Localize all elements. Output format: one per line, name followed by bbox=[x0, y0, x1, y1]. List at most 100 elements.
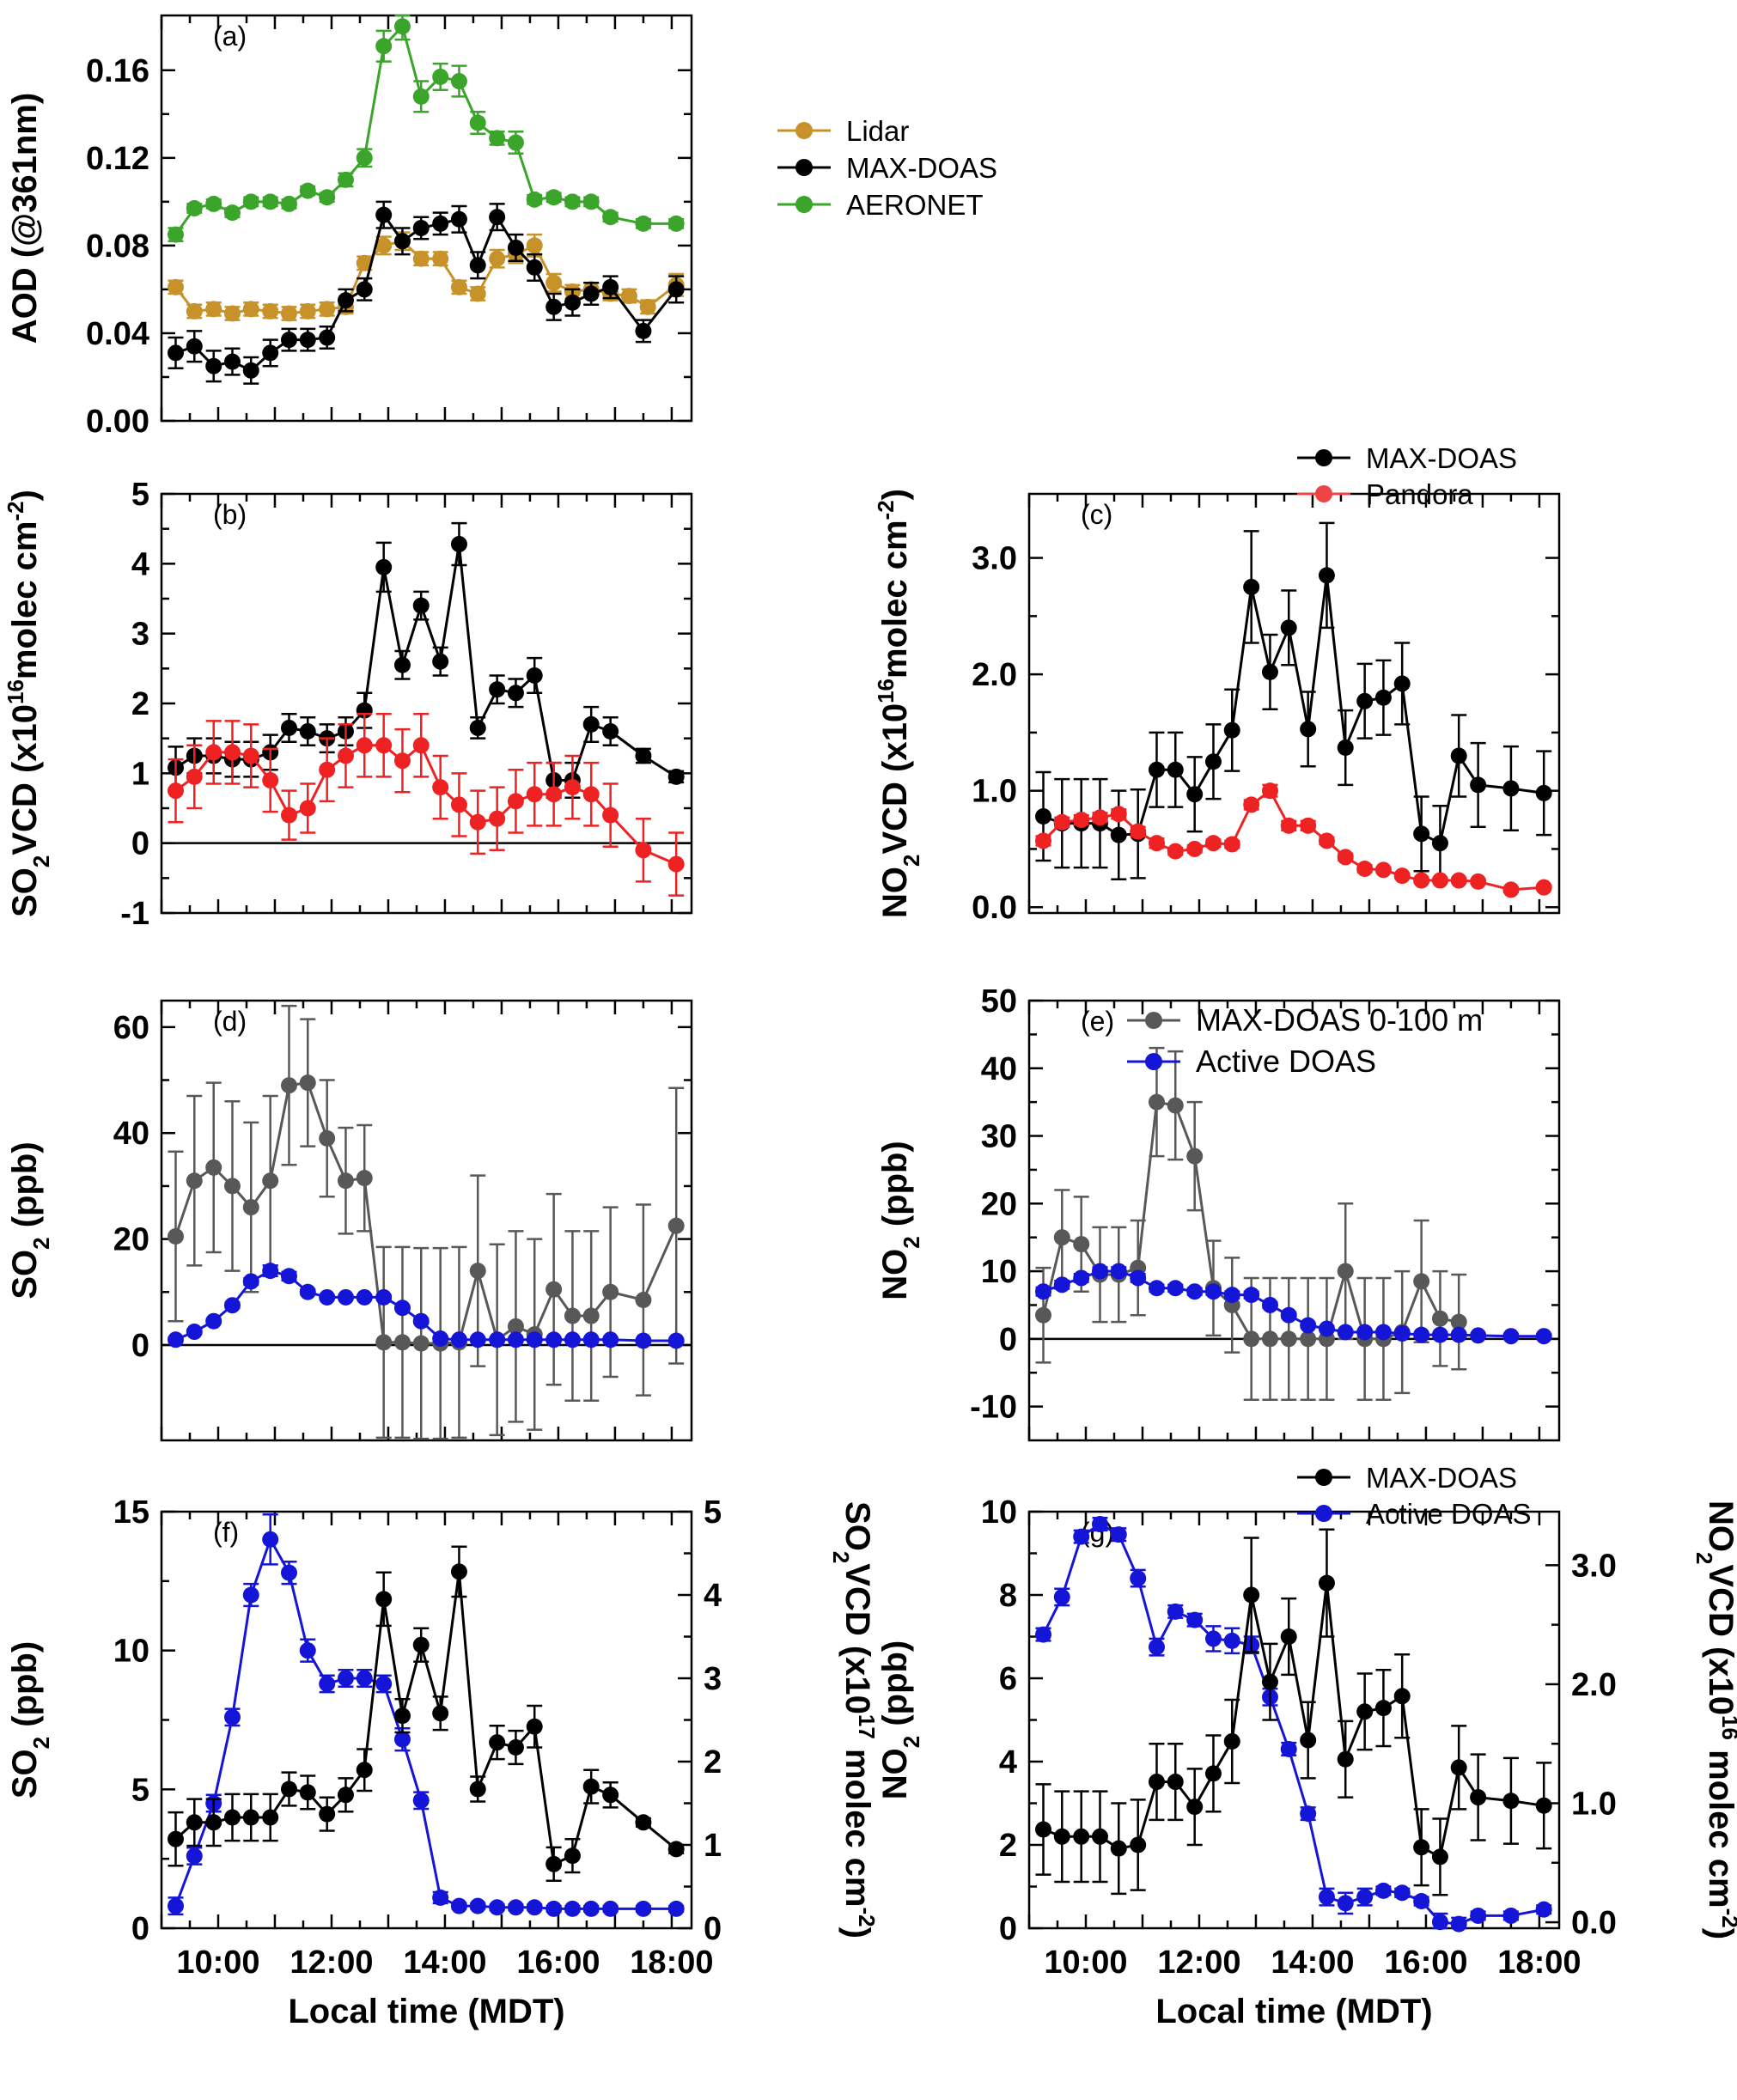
legend-label: MAX-DOAS bbox=[1366, 1462, 1517, 1494]
label-part: molec cm bbox=[876, 520, 914, 679]
y-tick-label: 0.0 bbox=[972, 890, 1017, 926]
label-part: (ppb) bbox=[6, 1641, 44, 1737]
data-point bbox=[319, 761, 336, 778]
series-max-doas bbox=[167, 1545, 685, 1882]
data-point bbox=[167, 1228, 184, 1245]
y2-tick-label: 4 bbox=[704, 1578, 722, 1614]
legend: MAX-DOAS Pandora bbox=[1297, 442, 1517, 510]
data-point bbox=[1204, 835, 1222, 852]
y-tick-label: 4 bbox=[131, 546, 149, 582]
data-point bbox=[412, 250, 430, 267]
data-point bbox=[602, 1331, 619, 1348]
data-point bbox=[393, 18, 411, 35]
data-point bbox=[432, 1889, 449, 1906]
data-point bbox=[1053, 1276, 1070, 1293]
data-point bbox=[635, 1332, 652, 1349]
data-point bbox=[1167, 761, 1184, 778]
data-point bbox=[1337, 849, 1354, 866]
x-axis-label: Local time (MDT) bbox=[1155, 1993, 1432, 2030]
y-tick-label: 0 bbox=[131, 1911, 149, 1947]
data-point bbox=[1073, 1236, 1090, 1253]
data-point bbox=[205, 1814, 222, 1831]
data-point bbox=[1318, 1889, 1335, 1906]
series-active-doas bbox=[167, 1263, 685, 1349]
legend: Lidar MAX-DOAS AERONET bbox=[777, 115, 997, 221]
data-point bbox=[1374, 689, 1392, 706]
y-tick-label: 3.0 bbox=[972, 541, 1017, 577]
data-point bbox=[1413, 1326, 1430, 1343]
data-point bbox=[602, 1283, 619, 1300]
legend-label: MAX-DOAS bbox=[846, 152, 997, 184]
data-point bbox=[393, 233, 411, 250]
y-tick-label: 0 bbox=[999, 1911, 1017, 1947]
data-point bbox=[242, 747, 259, 764]
label-part: VCD (x10 bbox=[838, 1563, 876, 1714]
data-point bbox=[564, 193, 581, 210]
data-point bbox=[1374, 861, 1392, 879]
label-part: molec cm bbox=[1702, 1740, 1737, 1908]
data-point bbox=[526, 259, 543, 276]
y-axis-label: SO2 (ppb) bbox=[6, 1641, 54, 1799]
data-point bbox=[667, 768, 685, 785]
data-point bbox=[1300, 721, 1317, 738]
data-point bbox=[667, 1332, 685, 1349]
data-point bbox=[526, 191, 543, 208]
data-point bbox=[167, 344, 184, 362]
legend-label: Pandora bbox=[1366, 478, 1473, 510]
y-tick-label: 3 bbox=[131, 617, 149, 653]
series-active-doas bbox=[167, 1513, 685, 1917]
data-point bbox=[564, 1847, 581, 1865]
data-point bbox=[489, 1331, 506, 1348]
data-point bbox=[1431, 1310, 1448, 1327]
data-point bbox=[319, 301, 336, 318]
data-point bbox=[205, 357, 222, 374]
y-tick-label: 0.12 bbox=[86, 141, 149, 177]
data-point bbox=[299, 800, 316, 817]
data-point bbox=[1167, 1280, 1184, 1297]
data-point bbox=[469, 719, 486, 736]
data-point bbox=[280, 195, 297, 212]
data-point bbox=[1053, 1229, 1070, 1246]
data-point bbox=[1148, 761, 1165, 778]
data-point bbox=[450, 1563, 467, 1580]
data-point bbox=[602, 278, 619, 295]
subscript: 2 bbox=[1691, 1552, 1717, 1564]
label-part: ) bbox=[838, 1927, 876, 1939]
y-axis-label: NO2 (ppb) bbox=[876, 1640, 924, 1800]
data-point bbox=[667, 1841, 685, 1858]
data-point bbox=[1148, 1639, 1165, 1656]
data-point bbox=[1535, 1328, 1552, 1345]
data-point bbox=[337, 292, 354, 309]
y-tick-label: 5 bbox=[131, 1772, 149, 1808]
label-part: SO bbox=[6, 1749, 44, 1799]
data-point bbox=[1502, 780, 1520, 797]
x-tick-label: 16:00 bbox=[1384, 1945, 1467, 1981]
data-point bbox=[526, 786, 543, 803]
data-point bbox=[1374, 1324, 1392, 1341]
data-point bbox=[280, 1564, 297, 1581]
data-point bbox=[393, 1300, 411, 1317]
x-tick-label: 18:00 bbox=[1497, 1945, 1581, 1981]
subscript: 2 bbox=[899, 1736, 924, 1748]
data-point bbox=[299, 1283, 316, 1300]
data-point bbox=[205, 1159, 222, 1176]
data-point bbox=[1318, 567, 1335, 584]
data-point bbox=[1413, 825, 1430, 843]
data-point bbox=[1186, 786, 1204, 803]
data-point bbox=[432, 1705, 449, 1722]
label-part: VCD (x10 bbox=[876, 703, 914, 855]
data-point bbox=[450, 796, 467, 813]
data-point bbox=[1470, 873, 1487, 890]
y-tick-label: 2.0 bbox=[972, 657, 1017, 693]
data-point bbox=[1337, 1895, 1354, 1912]
data-point bbox=[1110, 806, 1127, 823]
y2-tick-label: 5 bbox=[704, 1494, 722, 1531]
label-part: NO bbox=[876, 1249, 914, 1300]
data-point bbox=[167, 1897, 184, 1914]
data-point bbox=[223, 1809, 241, 1826]
data-point bbox=[1393, 867, 1411, 885]
data-point bbox=[319, 1675, 336, 1692]
y-tick-label: 5 bbox=[131, 477, 149, 513]
y2-tick-label: 3.0 bbox=[1571, 1548, 1617, 1584]
data-point bbox=[186, 1172, 203, 1190]
